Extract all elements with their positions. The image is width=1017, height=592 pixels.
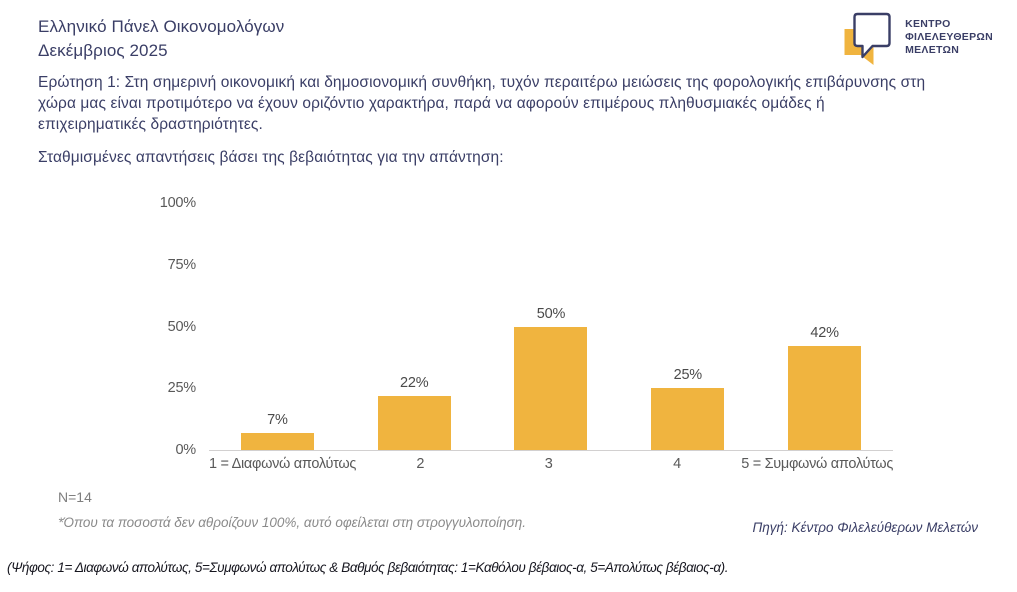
- bar: [377, 395, 451, 450]
- y-axis-tick: 75%: [167, 256, 197, 273]
- bar-value-label: 42%: [810, 325, 839, 342]
- x-axis-labels: 1 = Διαφωνώ απολύτως 2 3 4 5 = Συμφωνώ απολύ…: [209, 456, 893, 472]
- survey-question: Ερώτηση 1: Στη σημερινή οικονομική και δ…: [38, 74, 926, 133]
- bar: [651, 388, 725, 450]
- x-axis-label: 4: [673, 456, 681, 472]
- y-axis: 100% 75% 50% 25% 0%: [130, 195, 197, 458]
- rounding-footnote: *Όπου τα ποσοστά δεν αθροίζουν 100%, αυτ…: [58, 515, 527, 530]
- speech-bubbles-icon: [841, 11, 898, 65]
- bar-value-label: 7%: [267, 411, 288, 428]
- x-axis-label: 5 = Συμφωνώ απολύτως: [741, 456, 894, 472]
- logo-wordmark: ΚΕΝΤΡΟ ΦΙΛΕΛΕΥΘΕΡΩΝ ΜΕΛΕΤΩΝ: [905, 18, 993, 57]
- bar-slot: 7%: [209, 412, 346, 450]
- logo-line-1: ΚΕΝΤΡΟ: [905, 18, 951, 30]
- bar-slot: 50%: [483, 305, 620, 450]
- panel-title: Ελληνικό Πάνελ Οικονομολόγων: [38, 17, 285, 36]
- x-axis-label: 2: [416, 456, 425, 472]
- y-axis-tick: 25%: [167, 380, 197, 397]
- y-axis-tick: 50%: [167, 318, 197, 335]
- source-label: Πηγή: Κέντρο Φιλελεύθερων Μελετών: [752, 520, 978, 535]
- bar-value-label: 25%: [673, 367, 703, 384]
- bar-slot: 22%: [346, 375, 483, 450]
- bar-slot: 25%: [619, 367, 756, 450]
- x-axis-label: 1 = Διαφωνώ απολύτως: [209, 456, 357, 472]
- chart-subtitle: Σταθμισμένες απαντήσεις βάσει της βεβαιό…: [38, 149, 504, 166]
- sample-size-label: N=14: [58, 489, 92, 505]
- x-axis-label: 3: [544, 456, 553, 472]
- bar-value-label: 50%: [536, 305, 566, 322]
- kefim-logo: ΚΕΝΤΡΟ ΦΙΛΕΛΕΥΘΕΡΩΝ ΜΕΛΕΤΩΝ: [841, 11, 993, 65]
- bar: [514, 326, 588, 450]
- logo-line-2: ΦΙΛΕΛΕΥΘΕΡΩΝ: [905, 31, 993, 43]
- bar: [240, 432, 314, 450]
- bar: [788, 346, 862, 450]
- bar-slot: 42%: [756, 325, 893, 450]
- logo-line-3: ΜΕΛΕΤΩΝ: [905, 44, 960, 56]
- page-title: Ελληνικό Πάνελ Οικονομολόγων Δεκέμβριος …: [38, 15, 284, 62]
- panel-date: Δεκέμβριος 2025: [38, 40, 168, 60]
- caption-note: (Ψήφος: 1= Διαφωνώ απολύτως, 5=Συμφωνώ α…: [7, 560, 729, 575]
- y-axis-tick: 100%: [159, 195, 196, 211]
- plot-area: 7% 22% 50% 25% 42%: [209, 203, 893, 451]
- y-axis-tick: 0%: [175, 442, 196, 458]
- bar-value-label: 22%: [399, 374, 429, 391]
